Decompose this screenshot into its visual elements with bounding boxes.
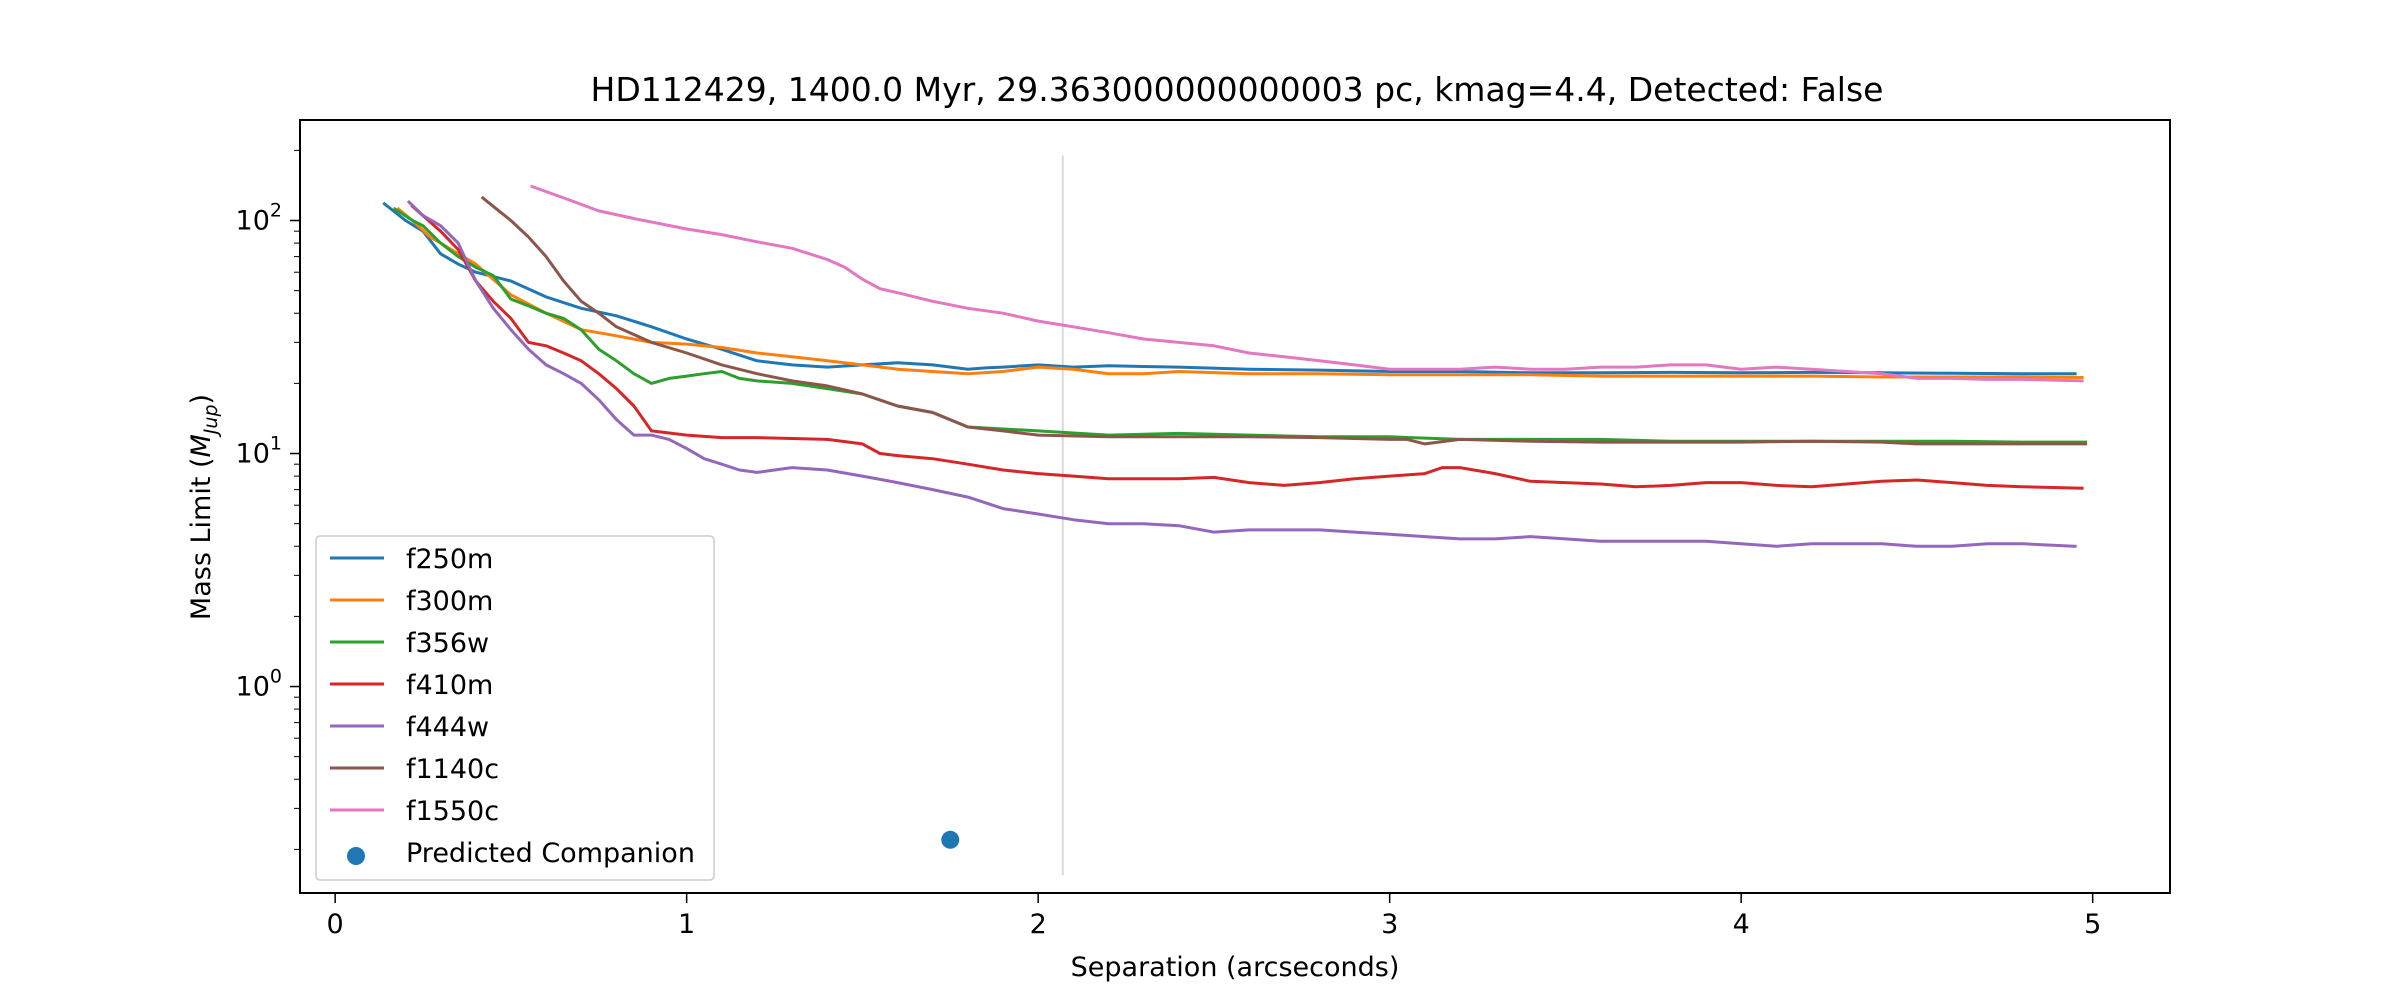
chart-title: HD112429, 1400.0 Myr, 29.363000000000003… [591,70,1884,109]
legend-item-f444w: f444w [330,712,489,743]
x-tick-label: 3 [1381,909,1398,940]
series-line-f1140c [480,195,2088,446]
legend-item-predicted-companion: Predicted Companion [347,838,695,869]
legend-label: f444w [406,712,489,743]
legend-label: f1140c [406,754,499,785]
legend-item-f250m: f250m [330,544,493,575]
legend-label: f356w [406,628,489,659]
x-tick-label: 5 [2084,909,2101,940]
legend-label: f1550c [406,796,499,827]
y-tick-label: 101 [236,433,282,470]
legend-item-f356w: f356w [330,628,489,659]
legend-label: f410m [406,670,493,701]
axes-frame [299,119,2171,894]
y-axis-label: Mass Limit (MJup) [186,394,222,620]
series-line-f444w [406,199,2077,548]
x-tick-label: 4 [1733,909,1750,940]
x-tick-label: 2 [1030,909,1047,940]
series-line-f300m [396,206,2084,380]
x-tick-label: 1 [678,909,695,940]
x-tick-label: 0 [327,909,344,940]
series-line-f1550c [530,184,2084,383]
plot-area [382,155,2088,876]
series-line-f410m [410,204,2084,490]
legend-label: f300m [406,586,493,617]
x-axis-label: Separation (arcseconds) [1071,952,1400,983]
series-line-f250m [382,201,2077,376]
y-axis: 100 101 102 [236,149,300,850]
predicted-companion-point [941,830,960,849]
legend-item-f410m: f410m [330,670,493,701]
x-axis: 0 1 2 3 4 5 [327,893,2101,940]
y-tick-label: 102 [236,200,282,237]
legend-box [315,535,715,881]
legend-label: f250m [406,544,493,575]
y-tick-label: 100 [236,666,282,703]
legend-label: Predicted Companion [406,838,695,869]
legend-marker [347,847,365,865]
legend-item-f1550c: f1550c [330,796,499,827]
legend-item-f1140c: f1140c [330,754,499,785]
legend-item-f300m: f300m [330,586,493,617]
series-line-f356w [392,206,2088,444]
legend: f250m f300m f356w f410m f444w f1140c f1550c Pre… [315,535,715,881]
